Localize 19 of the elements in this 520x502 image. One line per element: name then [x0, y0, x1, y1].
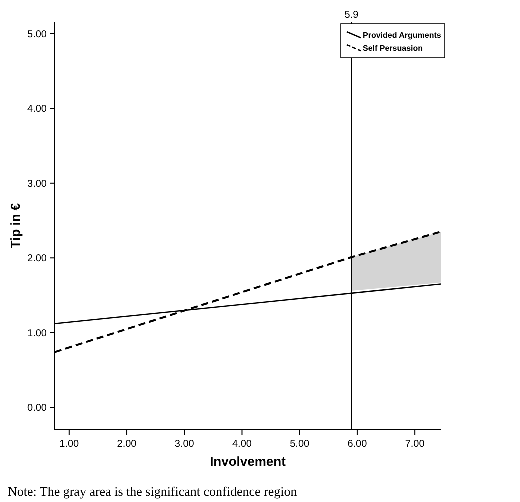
y-tick-label: 3.00 [28, 178, 48, 190]
legend-label: Provided Arguments [363, 31, 442, 40]
x-tick-label: 5.00 [290, 439, 310, 450]
y-tick-label: 0.00 [28, 403, 48, 414]
y-tick-label: 1.00 [28, 328, 48, 340]
ref-line-label: 5.9 [344, 10, 360, 21]
x-tick-label: 1.00 [60, 439, 80, 450]
legend-label: Self Persuasion [363, 44, 424, 53]
y-tick-label: 2.00 [28, 254, 48, 265]
x-tick-label: 6.00 [348, 439, 368, 450]
y-tick-label: 4.00 [28, 104, 48, 116]
x-axis-title: Involvement [210, 454, 287, 469]
y-tick-label: 5.00 [28, 29, 48, 40]
x-tick-label: 7.00 [405, 439, 426, 450]
x-tick-label: 4.00 [232, 439, 252, 450]
x-tick-label: 2.00 [117, 439, 138, 450]
y-axis-title: Tip in € [8, 203, 23, 249]
text: Note: The gray area is the significant confidence region [8, 484, 298, 499]
x-tick-label: 3.00 [174, 439, 195, 450]
